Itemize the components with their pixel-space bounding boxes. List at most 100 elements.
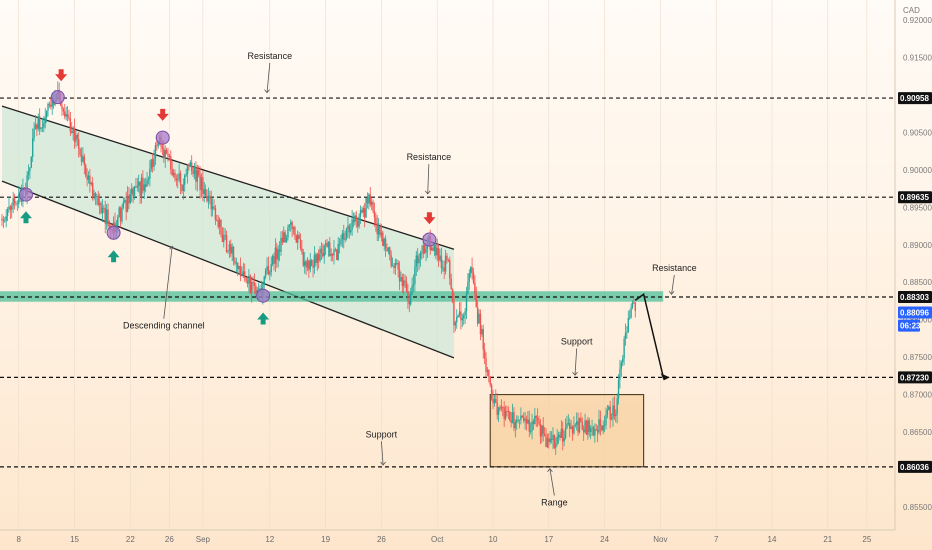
annotation-pointer [266,62,271,93]
candle-body [510,420,512,423]
candle-body [518,419,521,421]
x-tick-label: 25 [862,535,871,544]
candle-body [486,369,489,372]
candle-body [327,242,330,248]
candle-body [45,110,48,118]
candle-body [313,254,316,268]
candle-body [460,311,462,321]
price-badge-text: 0.90958 [900,94,929,103]
candle-body [430,247,433,251]
candle-body [167,153,169,157]
candle-body [291,222,293,230]
pivot-marker [18,187,33,202]
candle-body [407,291,409,301]
candle-body [357,220,359,227]
candle-body [435,244,437,256]
x-tick-label: 14 [768,535,777,544]
candle-body [9,206,12,210]
candle-body [288,224,291,228]
candle-body [80,155,83,162]
candle-body [124,200,126,202]
red-down-arrow [423,212,436,225]
candle-body [622,358,624,363]
candle-body [184,175,186,185]
candle-body [476,307,479,324]
candle-body [582,429,585,433]
candle-body [225,235,228,252]
candle-body [107,209,109,227]
candle-body [550,438,553,441]
candle-body [44,117,46,124]
candle-body [382,232,384,246]
candle-body [278,249,281,252]
candle-body [384,238,387,249]
candle-body [514,422,517,429]
candle-body [125,200,127,212]
candle-body [520,415,522,420]
candle-body [216,219,218,221]
candle-body [348,225,351,233]
candle-body [33,129,35,139]
price-level-badge [898,191,932,204]
x-tick-label: Nov [653,535,667,544]
candle-body [86,175,88,180]
candle-body [482,328,484,350]
overlay-layer: Resistance Resistance Resistance Descending… [18,51,697,508]
x-tick-label: 12 [265,535,274,544]
x-tick-label: 15 [70,535,79,544]
candle-body [264,270,267,277]
candle-body [634,302,636,311]
candle-body [449,260,451,279]
candle-body [193,167,196,174]
candle-body [415,255,417,267]
candle-body [192,170,194,174]
candle-body [117,216,119,226]
candle-body [531,421,533,432]
pivot-marker [50,90,65,105]
candle-body [423,245,426,253]
candle-body [329,242,331,256]
candle-body [13,198,16,204]
y-tick-label: 0.86500 [903,428,932,437]
candle-body [231,246,233,254]
candle-body [156,145,158,147]
candle-body [171,169,173,176]
candle-body [322,253,324,257]
candle-body [446,255,448,260]
candle-body [543,433,546,436]
candle-body [347,225,349,229]
annotation-pointer-head [169,245,175,250]
candle-body [454,322,457,326]
pivot-marker [106,225,121,240]
annotation-label: Support [561,336,593,346]
candle-body [253,282,256,286]
candle-body [276,247,278,260]
x-tick-label: 10 [489,535,498,544]
levels-layer [0,97,895,468]
candle-body [538,420,540,425]
candle-body [103,207,105,209]
candle-body [191,162,193,171]
candle-body [323,245,325,257]
candle-body [256,289,258,293]
candle-body [401,277,404,287]
candle-body [170,156,172,170]
candle-body [411,285,413,294]
candle-body [185,174,187,176]
candle-body [571,426,574,434]
candle-body [527,419,529,424]
candle-body [297,234,299,243]
candle-body [37,116,39,129]
candle-body [617,379,620,399]
candle-body [91,182,94,196]
candle-body [416,255,419,264]
candle-body [199,174,201,191]
candle-body [211,206,214,210]
red-down-arrow [55,69,68,82]
candle-body [188,164,190,167]
candle-body [479,313,482,335]
x-tick-label: 17 [544,535,553,544]
candle-body [585,420,588,435]
candle-body [397,262,399,270]
candle-body [513,412,515,429]
